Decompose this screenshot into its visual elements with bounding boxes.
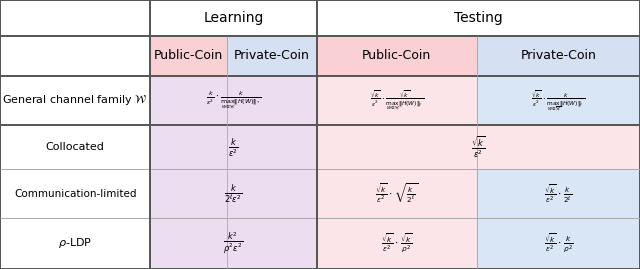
Text: $\frac{k}{\varepsilon^2}$: $\frac{k}{\varepsilon^2}$ <box>228 136 239 158</box>
Bar <box>0 218 150 269</box>
Bar <box>477 218 640 269</box>
Bar <box>150 169 317 218</box>
Text: Public-Coin: Public-Coin <box>362 49 431 62</box>
Text: General channel family $\mathcal{W}$: General channel family $\mathcal{W}$ <box>3 93 148 108</box>
Bar <box>317 169 477 218</box>
Text: $\frac{k}{\varepsilon^2} \cdot \frac{k}{\max_{W \in \mathcal{W}} \|H(W)\|_*}$: $\frac{k}{\varepsilon^2} \cdot \frac{k}{… <box>206 90 261 111</box>
Bar <box>317 36 477 76</box>
Bar <box>150 76 317 125</box>
Text: $\frac{\sqrt{k}}{\varepsilon^2} \cdot \frac{\sqrt{k}}{\max_{W \in \mathcal{W}} \: $\frac{\sqrt{k}}{\varepsilon^2} \cdot \f… <box>369 89 424 112</box>
Bar <box>0 76 150 125</box>
Text: $\frac{k}{2^\ell \varepsilon^2}$: $\frac{k}{2^\ell \varepsilon^2}$ <box>224 182 243 205</box>
Text: $\frac{\sqrt{k}}{\varepsilon^2}$: $\frac{\sqrt{k}}{\varepsilon^2}$ <box>472 134 485 160</box>
Text: Collocated: Collocated <box>46 142 104 152</box>
Bar <box>0 36 150 76</box>
Text: Learning: Learning <box>204 11 264 25</box>
Bar <box>317 0 640 36</box>
Bar <box>477 169 640 218</box>
Bar <box>0 0 150 36</box>
Text: $\frac{\sqrt{k}}{\varepsilon^2} \cdot \frac{k}{\max_{W \in \overline{\mathcal{W}: $\frac{\sqrt{k}}{\varepsilon^2} \cdot \f… <box>531 88 586 113</box>
Bar <box>477 36 640 76</box>
Text: $\frac{\sqrt{k}}{\varepsilon^2} \cdot \frac{k}{\rho^2}$: $\frac{\sqrt{k}}{\varepsilon^2} \cdot \f… <box>543 232 573 255</box>
Text: Public-Coin: Public-Coin <box>154 49 223 62</box>
Bar <box>477 76 640 125</box>
Text: $\rho$-LDP: $\rho$-LDP <box>58 236 92 250</box>
Text: $\frac{\sqrt{k}}{\varepsilon^2} \cdot \frac{k}{2^\ell}$: $\frac{\sqrt{k}}{\varepsilon^2} \cdot \f… <box>544 182 573 205</box>
Bar <box>150 36 227 76</box>
Bar <box>0 169 150 218</box>
Bar <box>317 218 477 269</box>
Bar <box>227 36 317 76</box>
Text: $\frac{\sqrt{k}}{\varepsilon^2} \cdot \sqrt{\frac{k}{2^\ell}}$: $\frac{\sqrt{k}}{\varepsilon^2} \cdot \s… <box>375 182 419 206</box>
Text: Testing: Testing <box>454 11 503 25</box>
Text: $\frac{\sqrt{k}}{\varepsilon^2} \cdot \frac{\sqrt{k}}{\rho^2}$: $\frac{\sqrt{k}}{\varepsilon^2} \cdot \f… <box>381 232 413 255</box>
Bar <box>317 76 477 125</box>
Bar <box>0 125 150 169</box>
Text: Private-Coin: Private-Coin <box>520 49 596 62</box>
Text: Private-Coin: Private-Coin <box>234 49 310 62</box>
Bar <box>150 125 317 169</box>
Bar <box>317 125 640 169</box>
Text: Communication-limited: Communication-limited <box>14 189 136 199</box>
Bar <box>150 218 317 269</box>
Bar <box>150 0 317 36</box>
Text: $\frac{k^2}{\rho^2 \varepsilon^2}$: $\frac{k^2}{\rho^2 \varepsilon^2}$ <box>223 231 244 256</box>
